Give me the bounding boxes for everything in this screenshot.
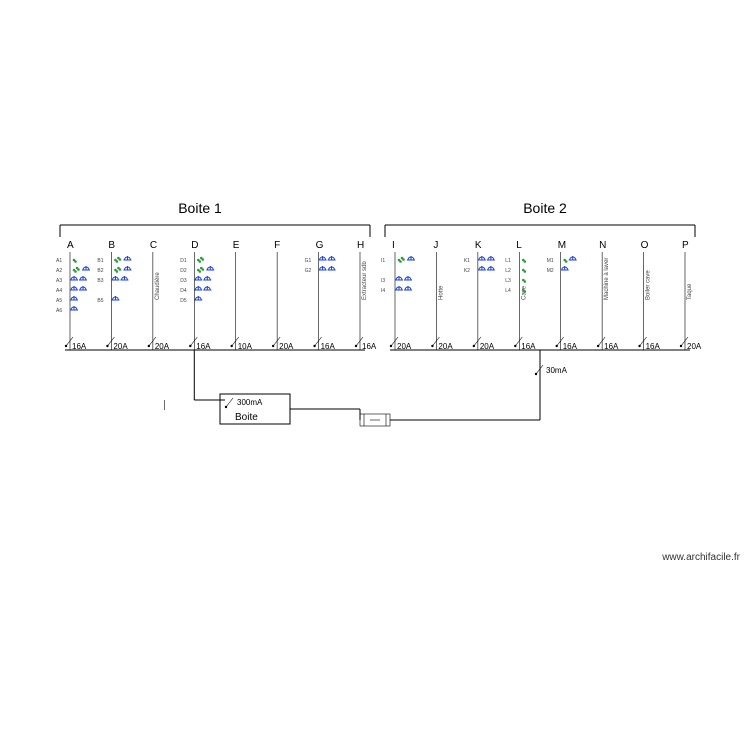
breaker-rating: 16A (196, 342, 211, 351)
circuit-label: Taque (687, 283, 693, 300)
row-id: K2 (464, 268, 470, 274)
row-id: A4 (56, 288, 62, 294)
row-id: A3 (56, 278, 62, 284)
column-letter: L (516, 240, 522, 251)
row-id: B3 (97, 278, 103, 284)
row-id: K1 (464, 258, 470, 264)
breaker-rating: 16A (362, 342, 377, 351)
row-id: B2 (97, 268, 103, 274)
breaker-rating: 16A (604, 342, 619, 351)
circuit-label: Extracteur sdb (362, 261, 368, 300)
breaker-rating: 20A (155, 342, 170, 351)
boite-1: Boite 1 A 16A A1 A2 A3 A4 A5 A6 B 20A B1 B2 B3 B5 C 20A C… (56, 200, 377, 351)
breaker-rating: 20A (480, 342, 495, 351)
row-id: I4 (381, 288, 385, 294)
rcd-300ma: 300mA Boite (164, 350, 360, 424)
breaker-rating: 20A (397, 342, 412, 351)
breaker-rating: 20A (687, 342, 702, 351)
row-id: M1 (547, 258, 554, 264)
row-id: D2 (180, 268, 187, 274)
column-letter: E (233, 240, 240, 251)
rcd-rating: 30mA (546, 366, 568, 375)
circuit-label: Boiler cave (646, 270, 652, 300)
breaker-rating: 16A (72, 342, 87, 351)
circuit-label: Chaudière (155, 272, 161, 300)
row-id: D3 (180, 278, 187, 284)
row-id: D5 (180, 298, 187, 304)
row-id: L4 (505, 288, 511, 294)
boite-2: Boite 2I20AI1I3I4J20AHotteK20AK1K2L16ACa… (381, 200, 702, 351)
column-letter: G (316, 240, 324, 251)
row-id: I1 (381, 258, 385, 264)
row-id: B5 (97, 298, 103, 304)
breaker-rating: 16A (646, 342, 661, 351)
breaker-rating: 20A (113, 342, 128, 351)
column-letter: K (475, 240, 482, 251)
footer-credit: www.archifacile.fr (661, 552, 740, 563)
column-letter: C (150, 240, 157, 251)
breaker-rating: 16A (321, 342, 336, 351)
meter-icon (360, 414, 390, 426)
row-id: A5 (56, 298, 62, 304)
row-id: A2 (56, 268, 62, 274)
row-id: G2 (305, 268, 312, 274)
rcd-rating: 300mA (237, 398, 263, 407)
row-id: L3 (505, 278, 511, 284)
column-letter: H (357, 240, 364, 251)
column-letter: I (392, 240, 395, 251)
breaker-rating: 20A (438, 342, 453, 351)
breaker-rating: 16A (521, 342, 536, 351)
row-id: D1 (180, 258, 187, 264)
rcd-30ma: 30mA (390, 350, 568, 420)
row-id: D4 (180, 288, 187, 294)
row-id: G1 (305, 258, 312, 264)
row-id: L1 (505, 258, 511, 264)
row-id: A6 (56, 308, 62, 314)
column-letter: F (274, 240, 280, 251)
row-id: M2 (547, 268, 554, 274)
column-letter: N (599, 240, 606, 251)
box-title: Boite 2 (523, 200, 567, 216)
column-letter: D (191, 240, 198, 251)
circuit-label: Machine à laver (604, 258, 610, 300)
rcd-box-label: Boite (235, 412, 258, 423)
electrical-diagram: Boite 1 A 16A A1 A2 A3 A4 A5 A6 B 20A B1 B2 B3 B5 C 20A C… (0, 0, 750, 750)
breaker-rating: 16A (563, 342, 578, 351)
column-letter: P (682, 240, 689, 251)
breaker-rating: 20A (279, 342, 294, 351)
row-id: I3 (381, 278, 385, 284)
breaker-rating: 10A (238, 342, 253, 351)
column-letter: A (67, 240, 74, 251)
column-letter: J (433, 240, 438, 251)
column-letter: O (641, 240, 649, 251)
circuit-label: Hotte (438, 285, 444, 300)
column-letter: M (558, 240, 566, 251)
row-id: B1 (97, 258, 103, 264)
box-title: Boite 1 (178, 200, 222, 216)
row-id: A1 (56, 258, 62, 264)
column-letter: B (108, 240, 115, 251)
row-id: L2 (505, 268, 511, 274)
